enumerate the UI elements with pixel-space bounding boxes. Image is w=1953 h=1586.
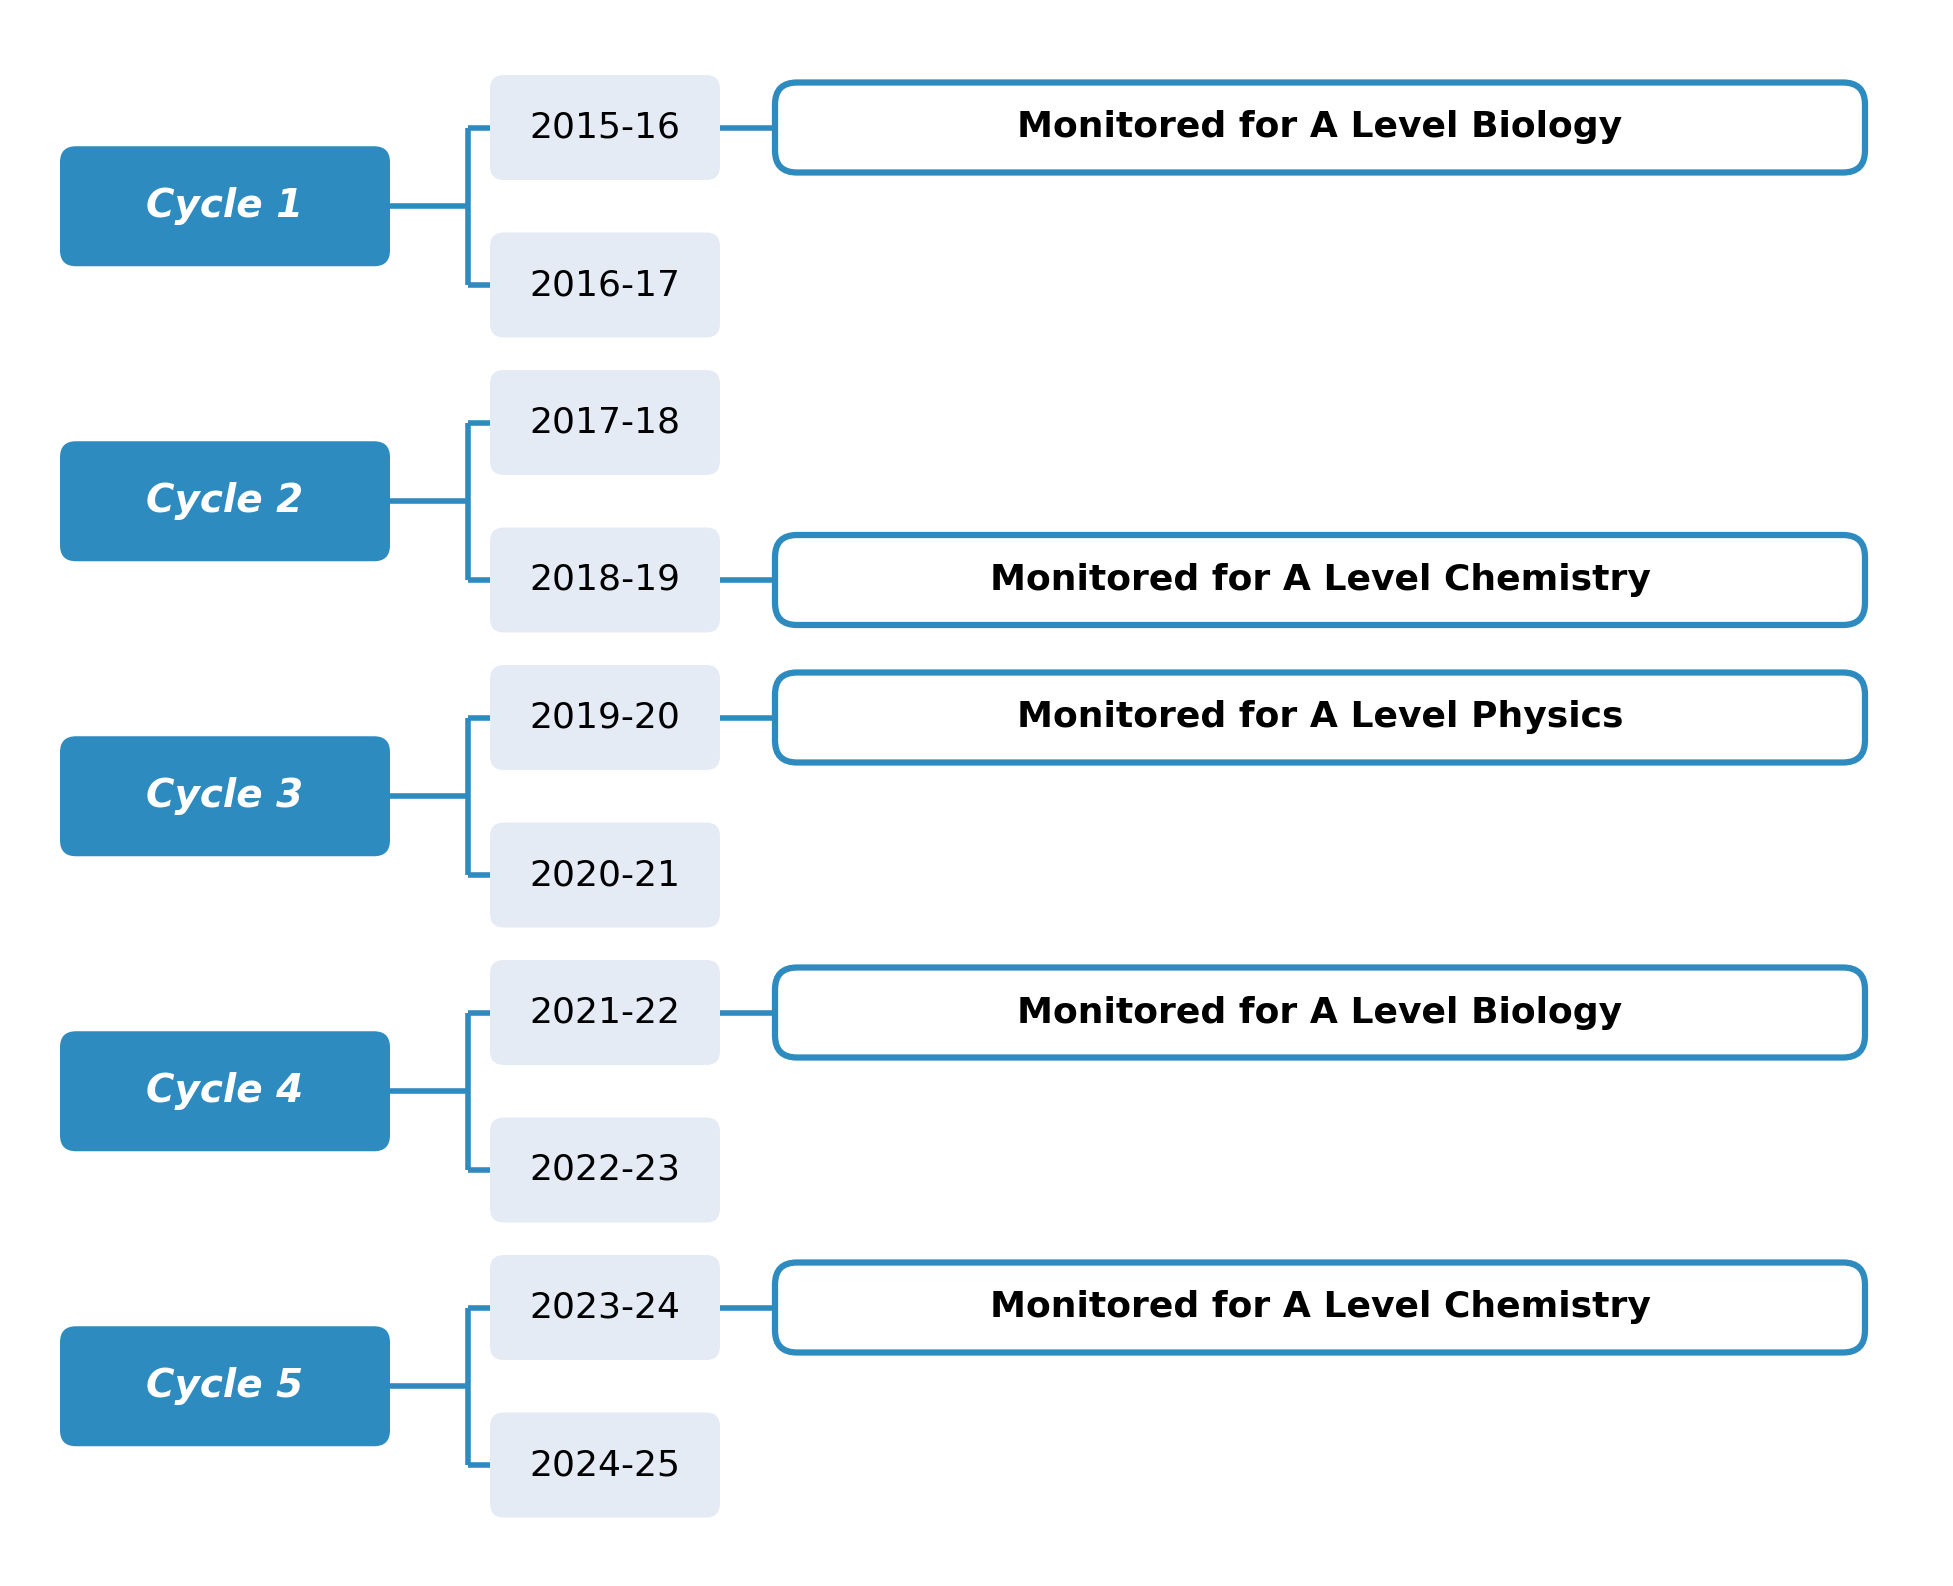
FancyBboxPatch shape	[61, 736, 391, 856]
FancyBboxPatch shape	[490, 75, 721, 179]
FancyBboxPatch shape	[775, 82, 1865, 173]
Text: Monitored for A Level Biology: Monitored for A Level Biology	[1018, 996, 1623, 1029]
Text: Monitored for A Level Chemistry: Monitored for A Level Chemistry	[990, 1291, 1650, 1324]
Text: Cycle 2: Cycle 2	[146, 482, 303, 520]
Text: 2020-21: 2020-21	[529, 858, 680, 891]
FancyBboxPatch shape	[490, 1118, 721, 1223]
Text: 2017-18: 2017-18	[529, 406, 680, 439]
FancyBboxPatch shape	[490, 370, 721, 474]
FancyBboxPatch shape	[775, 672, 1865, 763]
FancyBboxPatch shape	[490, 960, 721, 1066]
Text: Cycle 3: Cycle 3	[146, 777, 303, 815]
Text: Monitored for A Level Chemistry: Monitored for A Level Chemistry	[990, 563, 1650, 596]
FancyBboxPatch shape	[775, 534, 1865, 625]
FancyBboxPatch shape	[490, 1413, 721, 1518]
Text: Monitored for A Level Biology: Monitored for A Level Biology	[1018, 111, 1623, 144]
FancyBboxPatch shape	[61, 441, 391, 561]
Text: 2018-19: 2018-19	[529, 563, 680, 596]
FancyBboxPatch shape	[490, 1255, 721, 1361]
FancyBboxPatch shape	[490, 823, 721, 928]
FancyBboxPatch shape	[61, 1031, 391, 1151]
FancyBboxPatch shape	[61, 1326, 391, 1446]
FancyBboxPatch shape	[490, 233, 721, 338]
Text: 2022-23: 2022-23	[529, 1153, 680, 1186]
FancyBboxPatch shape	[61, 146, 391, 266]
FancyBboxPatch shape	[490, 665, 721, 769]
FancyBboxPatch shape	[775, 1262, 1865, 1353]
Text: 2023-24: 2023-24	[529, 1291, 680, 1324]
FancyBboxPatch shape	[775, 967, 1865, 1058]
Text: Cycle 4: Cycle 4	[146, 1072, 303, 1110]
FancyBboxPatch shape	[490, 528, 721, 633]
Text: Cycle 1: Cycle 1	[146, 187, 303, 225]
Text: 2015-16: 2015-16	[529, 111, 680, 144]
Text: Monitored for A Level Physics: Monitored for A Level Physics	[1018, 701, 1623, 734]
Text: 2016-17: 2016-17	[529, 268, 680, 301]
Text: Cycle 5: Cycle 5	[146, 1367, 303, 1405]
Text: 2019-20: 2019-20	[529, 701, 680, 734]
Text: 2021-22: 2021-22	[529, 996, 680, 1029]
Text: 2024-25: 2024-25	[529, 1448, 680, 1481]
